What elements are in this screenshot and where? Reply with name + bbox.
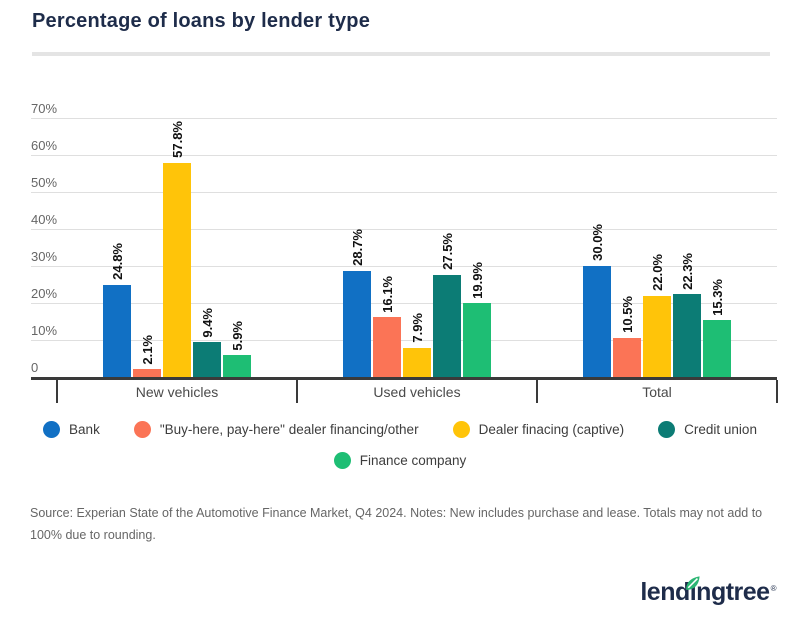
chart-legend: Bank "Buy-here, pay-here" dealer financin… (0, 421, 800, 483)
legend-label: Bank (69, 422, 100, 437)
bar-value-label: 30.0% (589, 224, 605, 261)
bar-value-label: 5.9% (229, 320, 245, 351)
bar (613, 338, 641, 377)
legend-label: "Buy-here, pay-here" dealer financing/ot… (159, 422, 419, 437)
bar (163, 163, 191, 377)
lendingtree-logo: lendingtree® (640, 576, 777, 607)
bar (403, 347, 431, 377)
legend-swatch (43, 421, 61, 438)
bar-value-label: 22.3% (679, 252, 695, 290)
source-note: Source: Experian State of the Automotive… (30, 506, 763, 542)
y-axis-label: 50% (31, 175, 58, 190)
x-axis-tick (56, 380, 58, 403)
bar (103, 285, 131, 377)
logo-text: lendingtree (640, 578, 770, 606)
bar (133, 369, 161, 377)
legend-row: Finance company (0, 452, 800, 469)
bar (703, 320, 731, 377)
bar-value-label: 7.9% (409, 313, 425, 343)
legend-item: Bank (43, 421, 100, 438)
legend-label: Dealer finacing (captive) (478, 422, 625, 437)
bar (223, 355, 251, 377)
y-axis-label: 60% (31, 138, 58, 153)
legend-item: "Buy-here, pay-here" dealer financing/ot… (133, 421, 419, 438)
page-title: Percentage of loans by lender type (32, 10, 371, 32)
x-axis-line (31, 377, 777, 380)
y-axis-label: 0 (31, 360, 39, 375)
legend-swatch (452, 421, 470, 438)
bar-value-label: 16.1% (379, 275, 395, 313)
bar-value-label: 9.4% (199, 307, 215, 338)
legend-item: Credit union (658, 421, 757, 438)
y-axis-label: 10% (31, 323, 58, 338)
bar (373, 317, 401, 377)
title-divider (32, 52, 770, 56)
bar (463, 303, 491, 377)
gridline (31, 155, 777, 156)
legend-swatch (658, 421, 676, 438)
legend-item: Finance company (333, 452, 467, 469)
bar (583, 266, 611, 377)
legend-item: Dealer finacing (captive) (452, 421, 625, 438)
bar-value-label: 15.3% (709, 278, 725, 316)
x-axis-tick (536, 380, 538, 403)
bar-value-label: 24.8% (109, 243, 125, 281)
y-axis-label: 30% (31, 249, 58, 264)
y-axis-label: 70% (31, 101, 58, 116)
gridline (31, 303, 777, 304)
bar-value-label: 22.0% (649, 253, 665, 291)
bar-value-label: 27.5% (439, 233, 455, 271)
legend-swatch (333, 452, 351, 469)
gridline (31, 266, 777, 267)
bar-value-label: 2.1% (139, 334, 155, 365)
gridline (31, 229, 777, 230)
x-axis-tick (776, 380, 778, 403)
legend-label: Credit union (684, 422, 757, 437)
leaf-icon (684, 570, 701, 590)
legend-row: Bank "Buy-here, pay-here" dealer financin… (0, 421, 800, 438)
bar (643, 295, 671, 377)
legend-label: Finance company (359, 453, 467, 468)
bar-value-label: 19.9% (469, 261, 485, 299)
gridline (31, 340, 777, 341)
bar-value-label: 57.8% (169, 121, 185, 159)
y-axis-label: 40% (31, 212, 58, 227)
bar-value-label: 10.5% (619, 296, 635, 334)
bar (433, 275, 461, 377)
x-axis-tick (296, 380, 298, 403)
bar (193, 342, 221, 377)
registered-mark: ® (770, 583, 777, 593)
gridline (31, 118, 777, 119)
bar (673, 294, 701, 377)
bar (343, 270, 371, 377)
bar-value-label: 28.7% (349, 228, 365, 266)
x-axis-category-label: New vehicles (135, 384, 219, 400)
x-axis-category-label: Used vehicles (373, 384, 461, 400)
x-axis-category-label: Total (642, 384, 672, 400)
gridline (31, 192, 777, 193)
y-axis-label: 20% (31, 286, 58, 301)
legend-swatch (133, 421, 151, 438)
